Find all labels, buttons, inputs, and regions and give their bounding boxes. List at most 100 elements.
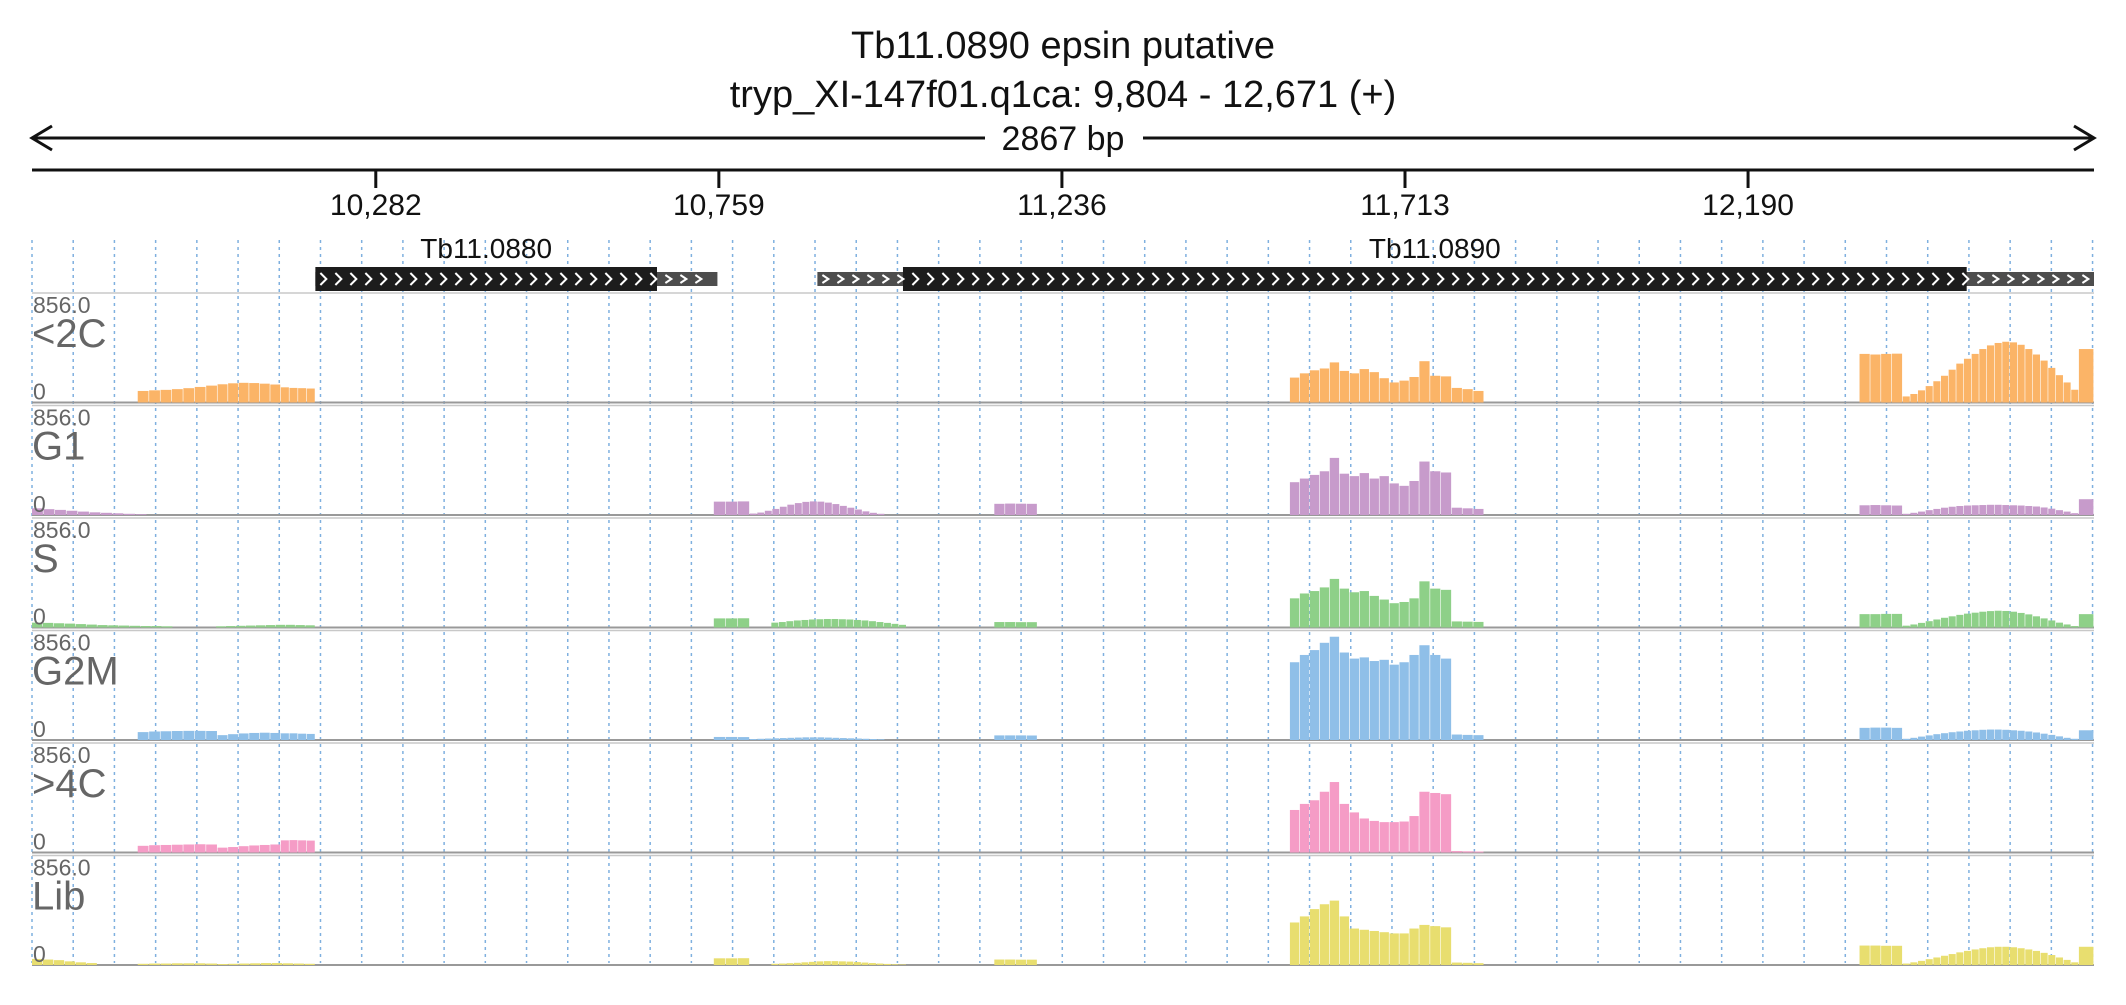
coverage-bar	[1340, 589, 1349, 628]
coverage-bar	[1300, 655, 1309, 740]
coverage-bar	[283, 963, 293, 965]
coverage-bar	[1016, 735, 1026, 740]
coverage-bar	[824, 961, 831, 965]
coverage-bar	[1441, 590, 1451, 628]
coverage-bar	[2048, 735, 2055, 740]
coverage-bar	[172, 845, 183, 853]
coverage-bar	[839, 619, 846, 627]
coverage-bar	[787, 738, 794, 740]
coverage-bar	[854, 620, 861, 628]
coverage-bar	[726, 502, 737, 515]
coverage-bar	[239, 383, 249, 403]
coverage-bar	[2018, 731, 2025, 740]
track-name: <2C	[32, 312, 107, 356]
coverage-bar	[1399, 822, 1408, 853]
coverage-bar	[846, 619, 853, 627]
coverage-bar	[1979, 730, 1986, 740]
coverage-bar	[1881, 354, 1891, 403]
coverage-bar	[218, 964, 228, 965]
coverage-bar	[1987, 947, 1994, 965]
coverage-bar	[249, 733, 259, 740]
coverage-bar	[1419, 581, 1429, 627]
coverage-bar	[206, 386, 217, 403]
coverage-bar	[1941, 733, 1948, 740]
coverage-bar	[206, 964, 217, 965]
coverage-bar	[2071, 739, 2078, 740]
figure-title: Tb11.0890 epsin putative	[851, 25, 1275, 67]
coverage-bar	[90, 512, 101, 515]
coverage-bar	[1949, 370, 1956, 403]
coverage-bar	[765, 739, 772, 740]
coverage-bar	[1987, 730, 1994, 740]
coverage-bar	[228, 964, 238, 965]
coverage-bar	[272, 963, 282, 965]
coverage-bar	[870, 739, 877, 740]
coverage-bar	[1027, 736, 1037, 740]
coverage-bar	[1430, 376, 1440, 403]
coverage-bar	[1380, 822, 1389, 852]
coverage-bar	[1941, 508, 1948, 515]
coverage-bar	[149, 731, 160, 740]
coverage-bar	[809, 962, 816, 965]
coverage-bar	[855, 739, 862, 740]
coverage-bar	[884, 623, 891, 628]
coverage-bar	[1979, 948, 1986, 965]
coverage-bar	[750, 514, 757, 515]
coverage-bar	[119, 626, 129, 628]
coverage-bar	[2071, 626, 2078, 627]
coverage-bar	[2048, 620, 2055, 627]
gene-label: Tb11.0880	[420, 233, 552, 264]
coverage-bar	[141, 626, 151, 627]
coverage-bar	[260, 845, 270, 853]
coverage-bar	[1918, 737, 1925, 740]
coverage-bar	[816, 619, 823, 627]
coverage-bar	[149, 964, 160, 965]
x-tick-label: 11,236	[1017, 189, 1107, 222]
coverage-bar	[1910, 962, 1917, 965]
coverage-bar	[1370, 931, 1379, 965]
coverage-bar	[726, 958, 737, 965]
coverage-bar	[1370, 821, 1379, 853]
coverage-bar	[831, 619, 838, 628]
coverage-bar	[2025, 731, 2032, 740]
coverage-bar	[738, 501, 749, 515]
coverage-bar	[2079, 947, 2094, 965]
coverage-bar	[1016, 504, 1026, 515]
coverage-bar	[1995, 730, 2002, 740]
coverage-bar	[2079, 614, 2094, 627]
coverage-bar	[2048, 368, 2055, 403]
coverage-bar	[2002, 505, 2009, 515]
coverage-bar	[2064, 624, 2071, 627]
coverage-bar	[1463, 508, 1473, 515]
coverage-bar	[2010, 730, 2017, 740]
coverage-bar	[1430, 926, 1440, 965]
coverage-bar	[289, 840, 297, 852]
coverage-bar	[1956, 364, 1963, 403]
coverage-bar	[2033, 732, 2040, 740]
coverage-bar	[161, 731, 172, 740]
coverage-bar	[786, 963, 793, 965]
coverage-bar	[1926, 959, 1933, 965]
coverage-bar	[2002, 342, 2009, 403]
coverage-bar	[862, 511, 869, 515]
coverage-bar	[714, 502, 725, 515]
coverage-bar	[780, 738, 787, 740]
y-min-label: 0	[33, 379, 46, 405]
coverage-bar	[1380, 660, 1389, 740]
coverage-bar	[1964, 951, 1971, 965]
coverage-bar	[2002, 611, 2009, 628]
y-min-label: 0	[33, 491, 46, 517]
coverage-bar	[78, 512, 89, 515]
coverage-bar	[1016, 960, 1026, 965]
coverage-bar	[1949, 954, 1956, 965]
coverage-bar	[847, 508, 854, 515]
coverage-bar	[1300, 373, 1309, 402]
coverage-bar	[1926, 510, 1933, 515]
coverage-bar	[1926, 735, 1933, 740]
coverage-bar	[266, 625, 275, 627]
coverage-bar	[802, 502, 809, 515]
coverage-bar	[861, 620, 868, 627]
coverage-bar	[1441, 376, 1451, 402]
coverage-bar	[794, 620, 801, 627]
